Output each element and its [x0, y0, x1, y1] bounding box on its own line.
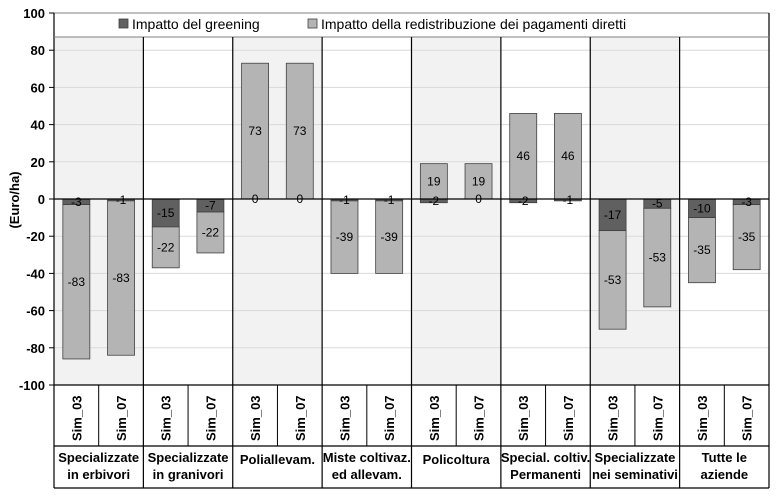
data-label-redistribuzione: -35 [693, 243, 711, 257]
x-tick-label: Sim_07 [561, 395, 576, 441]
bar-redistribuzione [598, 230, 627, 330]
bar-redistribuzione [330, 200, 359, 274]
y-tick-label: -60 [26, 304, 45, 319]
y-axis-label: (Euro/ha) [7, 171, 22, 228]
data-label-greening: -2 [518, 194, 529, 208]
group-label: in granivori [153, 467, 224, 482]
data-label-greening: -3 [71, 195, 82, 209]
x-tick-label: Sim_07 [203, 395, 218, 441]
group-label: in erbivori [67, 467, 130, 482]
x-tick-label: Sim_03 [606, 395, 621, 441]
data-label-greening: -1 [384, 193, 395, 207]
data-label-greening: -17 [604, 208, 622, 222]
x-tick-label: Sim_07 [114, 395, 129, 441]
group-label: Specializzate [148, 450, 229, 465]
data-label-redistribuzione: 19 [472, 174, 486, 188]
x-tick-label: Sim_07 [740, 395, 755, 441]
data-label-redistribuzione: 46 [561, 149, 575, 163]
x-tick-label: Sim_07 [382, 395, 397, 441]
legend-swatch-greening [118, 18, 129, 29]
x-tick-label: Sim_07 [293, 395, 308, 441]
y-tick-label: -100 [19, 378, 45, 393]
y-tick-label: -40 [26, 266, 45, 281]
data-label-greening: -1 [116, 193, 127, 207]
data-label-redistribuzione: -53 [604, 273, 622, 287]
group-label: nei seminativi [592, 467, 678, 482]
x-tick-label: Sim_03 [695, 395, 710, 441]
y-tick-label: -80 [26, 341, 45, 356]
y-tick-label: 80 [31, 43, 45, 58]
bar-greening [598, 198, 627, 232]
y-tick-label: 60 [31, 80, 45, 95]
data-label-redistribuzione: -39 [336, 230, 354, 244]
bar-redistribuzione [375, 200, 404, 274]
data-label-redistribuzione: -39 [380, 230, 398, 244]
data-label-greening: -1 [339, 193, 350, 207]
x-tick-label: Sim_03 [516, 395, 531, 441]
data-label-redistribuzione: 73 [248, 124, 262, 138]
panel-background [411, 37, 501, 385]
bar-redistribuzione [509, 113, 538, 200]
data-label-redistribuzione: -83 [68, 275, 86, 289]
data-label-redistribuzione: -83 [112, 271, 130, 285]
group-label: aziende [700, 467, 748, 482]
y-tick-label: 20 [31, 155, 45, 170]
group-label: Miste coltivaz. [323, 450, 411, 465]
x-tick-label: Sim_03 [69, 395, 84, 441]
data-label-greening: -7 [205, 199, 216, 213]
group-label: ed allevam. [332, 467, 402, 482]
y-tick-label: 0 [38, 192, 45, 207]
y-tick-label: 100 [23, 6, 45, 21]
bar-redistribuzione [151, 226, 180, 269]
data-label-redistribuzione: -22 [157, 240, 175, 254]
legend: Impatto del greening Impatto della redis… [118, 16, 626, 32]
group-label: Policoltura [423, 452, 491, 467]
panel-backgrounds [54, 37, 680, 385]
legend-swatch-redistribuzione [307, 18, 318, 29]
x-tick-label: Sim_03 [159, 395, 174, 441]
data-label-redistribuzione: -53 [649, 251, 667, 265]
data-label-redistribuzione: 73 [293, 124, 307, 138]
bar-redistribuzione [241, 62, 269, 200]
x-tick-label: Sim_03 [337, 395, 352, 441]
bar-redistribuzione [732, 204, 761, 271]
x-tick-label: Sim_03 [427, 395, 442, 441]
group-label: Special. coltiv. [501, 450, 590, 465]
bar-redistribuzione [62, 204, 91, 360]
bar-greening [151, 198, 180, 228]
axes: 100 80 60 40 20 0 -20 -40 -60 -80 -100 Sim_03 Sim_07… [19, 6, 770, 489]
bar-redistribuzione [643, 207, 672, 308]
bar-redistribuzione [196, 211, 225, 254]
legend-label-greening: Impatto del greening [132, 16, 260, 32]
group-label: Tutte le [702, 450, 747, 465]
data-label-redistribuzione: -35 [738, 230, 756, 244]
data-label-greening: -2 [429, 194, 440, 208]
x-tick-label: Sim_03 [248, 395, 263, 441]
group-label: Specializzate [594, 450, 675, 465]
group-label: Permanenti [510, 467, 581, 482]
y-tick-label: 40 [31, 118, 45, 133]
x-tick-label: Sim_07 [472, 395, 487, 441]
data-label-greening: -5 [652, 197, 663, 211]
bar-redistribuzione [554, 113, 582, 200]
x-tick-label: Sim_07 [650, 395, 665, 441]
data-label-greening: -1 [563, 193, 574, 207]
bar-redistribuzione [285, 62, 314, 200]
data-label-greening: -10 [693, 201, 711, 215]
group-label: Specializzate [58, 450, 139, 465]
data-label-greening: -15 [157, 206, 175, 220]
bar-redistribuzione [464, 163, 493, 200]
data-label-greening: -3 [741, 195, 752, 209]
legend-label-redistribuzione: Impatto della redistribuzione dei pagame… [321, 16, 626, 32]
bar-redistribuzione [107, 200, 135, 356]
data-label-redistribuzione: 19 [427, 174, 441, 188]
bar-redistribuzione [688, 217, 716, 284]
group-label: Poliallevam. [240, 452, 315, 467]
bars: -3-83-1-83-15-22-7-22073073-1-39-1-39-21… [62, 62, 761, 360]
data-label-redistribuzione: -22 [202, 225, 220, 239]
data-label-redistribuzione: 46 [517, 149, 531, 163]
y-tick-label: -20 [26, 229, 45, 244]
